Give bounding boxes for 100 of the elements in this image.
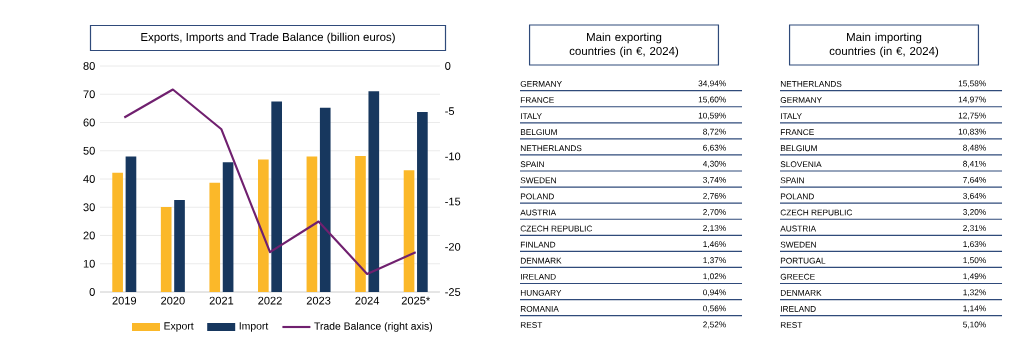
category-label: BELGIUM — [780, 145, 817, 152]
text: 1,32% — [963, 289, 986, 297]
text: 2,70% — [703, 209, 726, 216]
text: 7,64% — [963, 176, 986, 184]
y2-tick-label: -20 — [445, 242, 461, 251]
text: 8,48% — [963, 144, 986, 152]
y2-tick-label: -5 — [445, 107, 455, 116]
category-label: ITALY — [521, 113, 542, 119]
text: Main exporting countries (in €, 2024) — [569, 32, 679, 58]
category-label: IRELAND — [781, 306, 816, 312]
category-label: GERMANY — [780, 97, 822, 103]
y2-tick-label: 0 — [445, 62, 451, 70]
text: 12,75% — [958, 112, 986, 120]
category-label: GERMANY — [520, 80, 562, 87]
category-label: FRANCE — [520, 97, 554, 103]
category-label: POLAND — [780, 193, 814, 200]
text: 1,63% — [963, 241, 986, 249]
text: 1,49% — [963, 273, 986, 281]
category-label: HUNGARY — [520, 289, 562, 296]
y-tick-label: 30 — [83, 203, 95, 212]
bar — [112, 172, 123, 292]
x-tick-label: 2022 — [258, 296, 282, 305]
x-tick-label: 2023 — [306, 296, 331, 305]
category-label: IRELAND — [521, 273, 556, 280]
y-tick-label: 10 — [83, 259, 95, 268]
text: 4,30% — [702, 160, 726, 168]
y-tick-label: 80 — [83, 62, 95, 70]
category-label: FRANCE — [780, 129, 814, 136]
text: 8,41% — [963, 160, 986, 168]
legend-label: Export — [164, 322, 194, 332]
text: 2,31% — [963, 225, 986, 232]
category-label: CZECH REPUBLIC — [780, 209, 853, 216]
bar — [417, 112, 428, 292]
text: 3,20% — [963, 209, 986, 216]
x-tick-label: 2021 — [209, 296, 234, 305]
bar — [355, 156, 366, 292]
x-tick-label: 2024 — [355, 296, 380, 305]
text: Main importing countries (in €, 2024) — [829, 32, 939, 58]
category-label: DENMARK — [780, 289, 822, 296]
legend-label: Import — [239, 322, 269, 332]
bar — [271, 101, 282, 292]
bar — [258, 159, 269, 292]
y-tick-label: 50 — [83, 146, 95, 155]
text: 14,97% — [958, 96, 986, 104]
text: 10,83% — [958, 128, 986, 136]
category-label: SWEDEN — [780, 241, 816, 248]
text: 1,46% — [703, 241, 726, 249]
y-tick-label: 60 — [83, 118, 95, 127]
y-tick-label: 70 — [83, 90, 95, 99]
bar — [306, 156, 318, 292]
category-label: POLAND — [520, 193, 554, 200]
category-label: ITALY — [781, 113, 802, 119]
text: 6,63% — [703, 144, 726, 152]
line-series — [123, 88, 417, 275]
text: 5,10% — [963, 321, 986, 329]
text: 3,64% — [963, 192, 986, 200]
x-tick-label: 2025* — [401, 296, 430, 305]
text: 0,94% — [703, 289, 726, 297]
category-label: REST — [780, 322, 803, 328]
text: 3,74% — [703, 176, 726, 184]
text: 2,13% — [703, 225, 726, 232]
bar — [319, 107, 331, 292]
category-label: SPAIN — [780, 177, 804, 184]
y-tick-label: 0 — [89, 288, 95, 296]
x-tick-label: 2019 — [112, 296, 137, 305]
category-label: AUSTRIA — [520, 209, 557, 216]
category-label: ROMANIA — [520, 305, 559, 312]
text: 1,37% — [703, 257, 726, 265]
category-label: SWEDEN — [520, 177, 556, 184]
text: 34,94% — [698, 80, 726, 88]
text: 8,72% — [703, 128, 726, 136]
text: 1,02% — [703, 273, 726, 281]
category-label: NETHERLANDS — [780, 80, 842, 87]
y-tick-label: 40 — [83, 175, 95, 183]
text: 2,52% — [703, 321, 726, 329]
category-label: AUSTRIA — [780, 225, 817, 232]
y2-tick-label: -10 — [445, 152, 461, 161]
text: 10,59% — [698, 112, 726, 120]
bar — [222, 162, 234, 292]
bar — [403, 170, 415, 292]
category-label: CZECH REPUBLIC — [520, 225, 593, 232]
category-label: REST — [520, 322, 543, 328]
x-tick-label: 2020 — [161, 296, 185, 305]
text: 1,14% — [963, 305, 986, 313]
category-label: SLOVENIA — [780, 161, 822, 168]
text: 15,58% — [958, 80, 986, 88]
legend-label: Trade Balance (right axis) — [314, 322, 433, 332]
y2-tick-label: -15 — [445, 197, 461, 206]
y2-tick-label: -25 — [445, 288, 461, 296]
bar — [368, 91, 380, 292]
text: 15,60% — [698, 96, 726, 104]
text: 0,56% — [703, 305, 726, 313]
y-tick-label: 20 — [83, 231, 95, 240]
bar — [209, 182, 221, 292]
category-label: SPAIN — [520, 161, 544, 168]
category-label: GREECE — [780, 273, 815, 280]
bar — [125, 156, 137, 292]
text: 1,50% — [963, 257, 986, 265]
text: 2,76% — [703, 192, 726, 200]
category-label: BELGIUM — [520, 129, 557, 136]
